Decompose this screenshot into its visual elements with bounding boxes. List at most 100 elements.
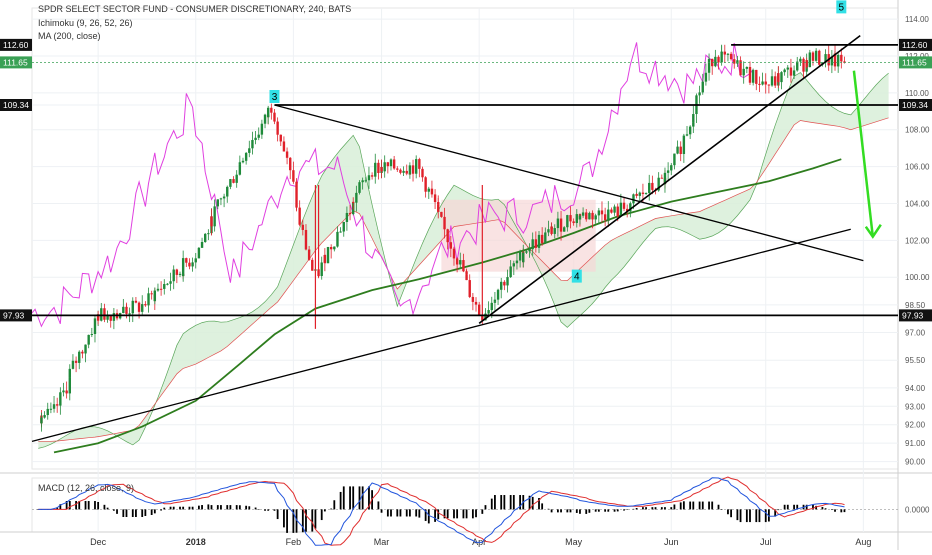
- candle-body: [455, 258, 459, 265]
- price-tick-label: 104.00: [905, 199, 930, 208]
- candle-body: [745, 66, 749, 69]
- candle-body: [93, 318, 97, 334]
- macd-histogram-bar: [207, 504, 210, 510]
- candle-body: [742, 68, 745, 76]
- macd-histogram-bar: [377, 501, 380, 510]
- candle-body: [676, 146, 679, 154]
- candle-body: [295, 181, 298, 203]
- trendline: [31, 228, 851, 442]
- candle-body: [673, 153, 676, 166]
- macd-histogram-bar: [153, 509, 156, 514]
- candle-body: [830, 56, 834, 66]
- macd-histogram-bar: [512, 495, 515, 510]
- candle-body: [427, 188, 430, 192]
- candle-body: [289, 157, 292, 171]
- macd-histogram-bar: [245, 505, 248, 510]
- candle-body: [714, 56, 717, 67]
- candle-body: [556, 218, 560, 229]
- macd-histogram-bar: [566, 509, 569, 513]
- left-price-badge-label: 111.65: [3, 57, 28, 67]
- candle-body: [622, 202, 626, 209]
- candle-body: [515, 260, 519, 264]
- macd-panel: [31, 477, 899, 533]
- candle-body: [421, 168, 424, 178]
- candle-body: [112, 313, 116, 321]
- candle-body: [462, 260, 465, 272]
- macd-histogram-bar: [333, 500, 336, 510]
- candle-body: [770, 76, 774, 86]
- candle-body: [506, 277, 509, 286]
- candle-body: [323, 254, 327, 264]
- ma-legend: MA (200, close): [38, 31, 101, 41]
- candle-body: [226, 186, 229, 197]
- candle-body: [367, 175, 371, 181]
- macd-histogram-bar: [320, 509, 323, 521]
- candle-body: [512, 263, 516, 267]
- candle-body: [430, 188, 434, 195]
- candle-body: [572, 221, 575, 224]
- macd-histogram-bar: [500, 495, 503, 510]
- candle-body: [648, 182, 651, 194]
- macd-histogram-bar: [635, 508, 638, 510]
- macd-histogram-bar: [386, 509, 389, 517]
- macd-histogram-bar: [301, 509, 304, 533]
- macd-histogram-bar: [556, 509, 559, 513]
- candle-body: [688, 126, 692, 135]
- macd-histogram-bar: [645, 507, 647, 510]
- candle-body: [43, 415, 46, 418]
- candle-body: [260, 123, 264, 135]
- candle-body: [241, 160, 245, 163]
- candle-body: [191, 262, 194, 267]
- candle-body: [402, 170, 405, 173]
- wave-label-box: [836, 0, 847, 14]
- macd-histogram-bar: [182, 506, 185, 510]
- candle-body: [726, 53, 730, 55]
- macd-histogram-bar: [97, 501, 100, 510]
- candle-body: [285, 151, 289, 158]
- candle-body: [216, 199, 219, 207]
- candle-body: [125, 309, 128, 314]
- macd-histogram-bar: [664, 507, 666, 510]
- candle-body: [301, 224, 305, 230]
- candle-body: [389, 159, 393, 167]
- candle-body: [619, 202, 623, 217]
- macd-histogram-bar: [399, 509, 402, 517]
- candle-body: [81, 351, 84, 354]
- projection-arrow: [852, 70, 875, 237]
- left-price-badge: [0, 38, 32, 51]
- candle-body: [733, 59, 736, 64]
- candle-body: [751, 69, 755, 83]
- price-badge: [899, 38, 932, 51]
- candle-body: [210, 216, 213, 227]
- candle-body: [109, 315, 112, 321]
- candle-body: [414, 159, 418, 174]
- macd-histogram-bar: [65, 501, 68, 510]
- macd-histogram: [37, 486, 846, 533]
- macd-histogram-bar: [597, 509, 600, 512]
- candle-body: [235, 174, 238, 183]
- left-price-badge: [0, 56, 32, 69]
- candle-body: [411, 165, 415, 174]
- candle-body: [339, 231, 342, 233]
- candle-body: [273, 112, 276, 122]
- candle-body: [131, 300, 134, 314]
- macd-histogram-bar: [698, 501, 701, 510]
- macd-histogram-bar: [660, 507, 663, 510]
- macd-histogram-bar: [150, 509, 153, 515]
- macd-histogram-bar: [708, 501, 710, 510]
- candle-body: [657, 177, 660, 191]
- candle-body: [663, 172, 667, 185]
- macd-histogram-bar: [188, 506, 191, 510]
- macd-histogram-bar: [796, 504, 799, 510]
- candle-body: [707, 58, 711, 73]
- candle-body: [566, 215, 569, 228]
- time-tick-label: Dec: [90, 537, 107, 547]
- macd-histogram-bar: [484, 505, 487, 510]
- candle-body: [40, 417, 43, 424]
- candle-body: [616, 206, 619, 217]
- candle-body: [814, 50, 818, 61]
- macd-histogram-bar: [172, 506, 175, 510]
- macd-histogram-bar: [198, 505, 200, 510]
- candle-body: [562, 227, 566, 232]
- candle-body: [194, 258, 197, 263]
